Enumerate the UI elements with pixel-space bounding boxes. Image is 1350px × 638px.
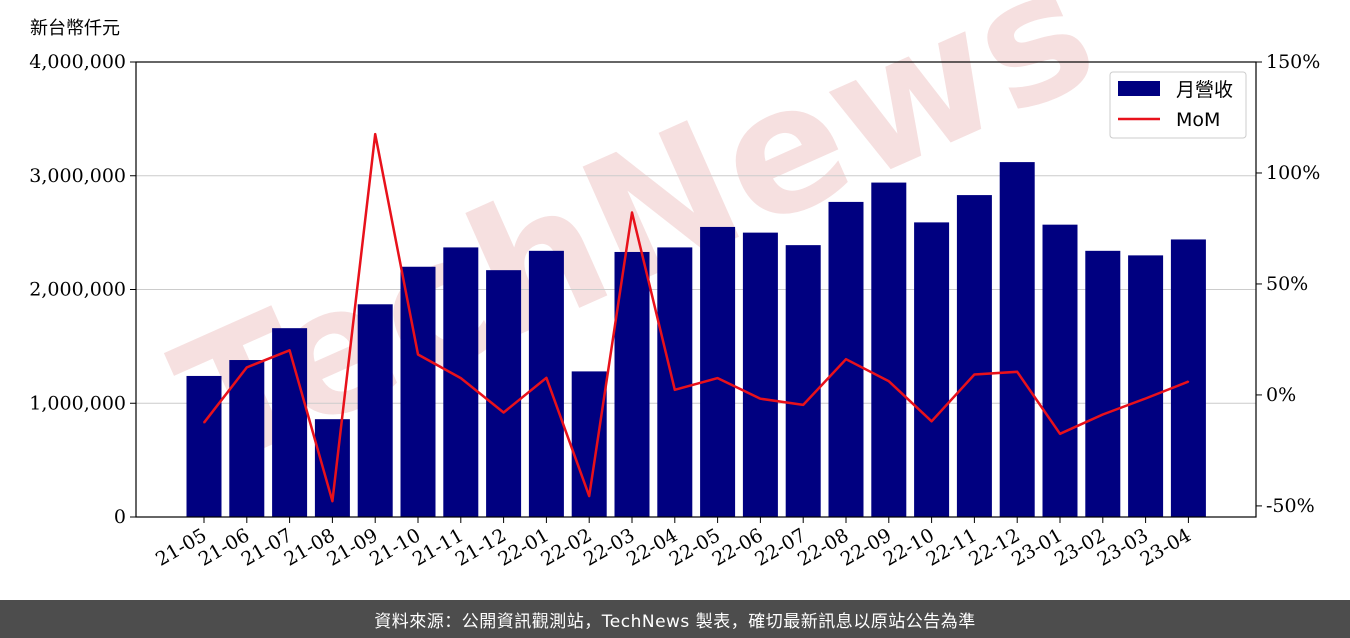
right-axis: -50% 0% 50% 100% 150%	[1256, 51, 1320, 517]
bar-21-06	[229, 360, 265, 517]
mom-point-21-06	[246, 366, 248, 369]
bar-22-11	[956, 195, 992, 517]
right-tick-label: 0%	[1266, 384, 1296, 406]
left-tick-label: 3,000,000	[29, 165, 126, 187]
mom-point-21-05	[203, 421, 205, 424]
mom-point-23-02	[1102, 413, 1104, 416]
bar-22-10	[914, 222, 950, 517]
mom-point-22-12	[1016, 371, 1018, 373]
bar-23-04	[1170, 239, 1206, 517]
footer-text: 資料來源：公開資訊觀測站，TechNews 製表，確切最新訊息以原站公告為準	[374, 611, 976, 632]
mom-line-series	[203, 132, 1190, 503]
right-tick-label: 100%	[1266, 162, 1320, 184]
y-unit-label: 新台幣仟元	[30, 18, 120, 39]
revenue-chart: TechNews 01,000,0002,000,0003,000,0004,0…	[29, 0, 1320, 571]
bar-21-07	[272, 328, 308, 517]
bar-21-09	[357, 304, 393, 517]
mom-point-22-07	[802, 404, 804, 406]
left-axis: 0 1,000,000 2,000,000 3,000,000 4,000,000	[29, 51, 136, 528]
bar-22-09	[871, 182, 907, 517]
legend: 月營收 MoM	[1109, 71, 1247, 139]
bar-23-03	[1128, 255, 1164, 517]
bar-21-11	[443, 247, 479, 517]
mom-point-22-03	[631, 211, 633, 214]
bar-22-06	[742, 232, 778, 517]
source-footer: 資料來源：公開資訊觀測站，TechNews 製表，確切最新訊息以原站公告為準	[0, 600, 1350, 638]
mom-point-21-08	[331, 500, 334, 503]
mom-point-22-11	[973, 373, 976, 376]
legend-label-revenue: 月營收	[1176, 79, 1233, 101]
bar-22-04	[657, 247, 693, 517]
legend-label-mom: MoM	[1176, 109, 1220, 131]
mom-point-21-12	[502, 411, 505, 414]
mom-point-22-08	[845, 358, 847, 360]
left-tick-label: 2,000,000	[29, 279, 126, 301]
mom-line	[203, 132, 1189, 503]
bar-22-05	[700, 226, 736, 517]
right-tick-label: 150%	[1266, 51, 1320, 73]
bar-23-01	[1042, 224, 1078, 517]
bar-21-12	[486, 270, 522, 517]
bar-series	[186, 162, 1206, 517]
mom-point-21-11	[460, 377, 462, 379]
mom-point-22-10	[930, 420, 933, 423]
bar-22-01	[528, 250, 564, 517]
bar-21-05	[186, 375, 222, 517]
left-tick-label: 0	[114, 506, 126, 528]
legend-bar-swatch	[1118, 81, 1160, 96]
mom-point-22-02	[588, 495, 590, 497]
mom-point-22-04	[674, 389, 676, 391]
x-axis: 21-0521-0621-0721-0821-0921-1021-1121-12…	[152, 517, 1195, 571]
mom-point-23-04	[1187, 380, 1190, 383]
right-tick-label: -50%	[1266, 495, 1315, 517]
mom-point-21-10	[417, 353, 419, 356]
mom-point-22-01	[545, 377, 548, 379]
mom-point-23-01	[1059, 432, 1061, 435]
x-tick-label: 23-04	[1136, 524, 1194, 570]
mom-point-22-05	[716, 377, 719, 379]
mom-point-21-09	[374, 133, 377, 135]
left-tick-label: 4,000,000	[29, 51, 126, 73]
bar-23-02	[1085, 250, 1121, 517]
mom-point-23-03	[1144, 397, 1147, 400]
left-tick-label: 1,000,000	[29, 392, 126, 414]
mom-point-22-06	[759, 397, 762, 400]
bar-22-12	[999, 162, 1035, 517]
bar-21-10	[400, 266, 436, 517]
mom-point-21-07	[288, 349, 291, 352]
mom-point-22-09	[888, 380, 890, 382]
bar-22-07	[785, 245, 821, 517]
right-tick-label: 50%	[1266, 273, 1308, 295]
